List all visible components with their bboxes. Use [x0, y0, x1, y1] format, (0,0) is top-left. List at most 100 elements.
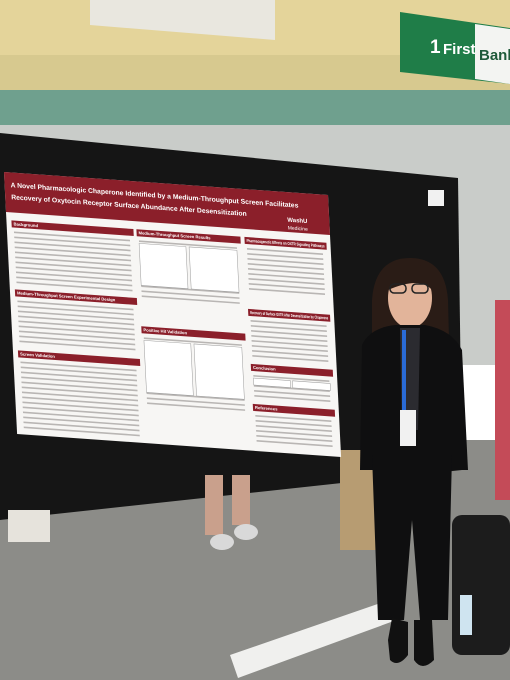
- text-line: [22, 401, 139, 412]
- text-line: [21, 391, 139, 402]
- section-header: Pharmacogenetic Effects on OXTR Signalin…: [246, 238, 325, 249]
- text-line: [14, 236, 131, 247]
- text-line: [14, 251, 132, 262]
- text-line: [254, 390, 331, 398]
- text-line: [15, 271, 133, 282]
- text-line: [247, 263, 324, 271]
- leg: [205, 475, 223, 535]
- section-header-bar: [250, 363, 334, 377]
- text-line: [247, 258, 324, 266]
- person-edge: [495, 300, 510, 500]
- cloth: [8, 510, 50, 542]
- text-line: [18, 330, 135, 341]
- logo: WashU: [287, 218, 307, 225]
- text-line: [19, 335, 136, 346]
- text-line: [146, 397, 245, 406]
- text-line: [254, 395, 331, 403]
- text-line: [253, 375, 330, 383]
- text-line: [255, 425, 332, 433]
- section-header-bar: [14, 289, 138, 306]
- text-line: [255, 415, 332, 423]
- banner-word: First: [443, 41, 476, 58]
- figure: [253, 377, 291, 388]
- text-line: [146, 392, 245, 401]
- bank-banner: 1 First Bank: [400, 12, 510, 84]
- section-header: Medium-Throughput Screen Experimental De…: [17, 290, 116, 302]
- text-line: [147, 402, 246, 411]
- presenter: [360, 258, 468, 666]
- text-line: [256, 440, 333, 448]
- text-line: [141, 295, 240, 304]
- text-line: [138, 240, 238, 249]
- text-line: [14, 241, 131, 252]
- text-line: [17, 305, 134, 316]
- section-header: Conclusion: [253, 365, 276, 372]
- text-line: [21, 386, 138, 397]
- section-header: Positive Hit Validation: [143, 327, 187, 335]
- banner-number: 1: [430, 37, 441, 58]
- text-line: [14, 246, 131, 257]
- text-line: [250, 325, 327, 333]
- text-line: [19, 340, 136, 351]
- text-line: [255, 420, 332, 428]
- text-line: [143, 337, 242, 346]
- text-line: [22, 411, 140, 422]
- text-line: [20, 361, 137, 372]
- shoe: [210, 534, 234, 550]
- text-line: [15, 266, 132, 277]
- section-header: Screen Validation: [20, 351, 56, 358]
- text-line: [251, 340, 328, 348]
- text-line: [246, 248, 324, 256]
- figure: [138, 243, 189, 289]
- text-line: [248, 283, 325, 291]
- text-line: [22, 396, 139, 407]
- wall-stripe: [0, 90, 510, 130]
- section-header-bar: [248, 308, 331, 322]
- leg: [232, 475, 250, 525]
- text-line: [248, 278, 325, 286]
- poster-header: [4, 172, 331, 236]
- text-line: [17, 310, 134, 321]
- section-header-bar: [17, 350, 141, 367]
- text-line: [23, 421, 140, 432]
- poster: A Novel Pharmacologic Chaperone Identifi…: [4, 172, 342, 458]
- text-line: [15, 261, 132, 272]
- text-line: [21, 381, 138, 392]
- text-line: [23, 426, 140, 437]
- figure: [188, 246, 240, 293]
- text-line: [248, 288, 326, 296]
- section-header: Medium-Throughput Screen Results: [138, 230, 211, 240]
- figure: [193, 343, 245, 400]
- text-line: [256, 435, 333, 443]
- logo-sub: Medicine: [288, 225, 308, 232]
- section-header-bar: [11, 220, 134, 237]
- text-line: [252, 350, 329, 358]
- bottle: [460, 595, 472, 635]
- text-line: [15, 256, 132, 267]
- text-line: [16, 281, 133, 292]
- section-header-bar: [252, 403, 336, 417]
- sign: [90, 0, 275, 40]
- section-header: Recovery of Surface OXTR After Desensiti…: [250, 310, 329, 321]
- text-line: [16, 276, 133, 287]
- text-line: [20, 371, 138, 382]
- shoe: [234, 524, 258, 540]
- text-line: [22, 406, 139, 417]
- text-line: [251, 335, 328, 343]
- figure: [143, 340, 194, 396]
- poster-tube: [230, 598, 402, 678]
- text-line: [13, 231, 131, 242]
- text-line: [248, 273, 325, 281]
- text-line: [141, 285, 240, 294]
- text-line: [21, 376, 138, 387]
- text-line: [23, 416, 140, 427]
- section-header: Background: [13, 221, 38, 228]
- text-line: [247, 253, 324, 261]
- section-header-bar: [136, 229, 241, 244]
- text-line: [251, 330, 328, 338]
- text-line: [250, 320, 327, 328]
- text-line: [18, 325, 135, 336]
- section-header-bar: [141, 326, 246, 341]
